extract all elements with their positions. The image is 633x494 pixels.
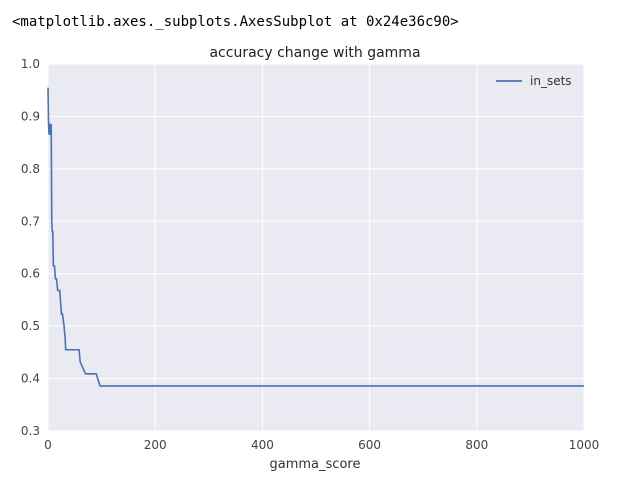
y-tick-label: 0.5 xyxy=(21,319,40,333)
x-tick-label: 0 xyxy=(44,438,52,452)
series-line-in-sets xyxy=(47,87,584,387)
y-tick-label: 0.3 xyxy=(21,424,40,438)
x-tick-label: 400 xyxy=(251,438,274,452)
x-tick-label: 200 xyxy=(144,438,167,452)
chart-title: accuracy change with gamma xyxy=(209,45,420,61)
cell-output-repr: <matplotlib.axes._subplots.AxesSubplot a… xyxy=(12,14,459,30)
y-tick-label: 0.8 xyxy=(21,162,40,176)
y-tick-labels: 0.3 0.4 0.5 0.6 0.7 0.8 0.9 1.0 xyxy=(21,57,40,438)
x-tick-label: 600 xyxy=(358,438,381,452)
y-tick-label: 0.6 xyxy=(21,267,40,281)
x-tick-label: 800 xyxy=(465,438,488,452)
x-axis-label: gamma_score xyxy=(270,457,361,472)
y-tick-label: 0.4 xyxy=(21,372,40,386)
y-tick-label: 0.7 xyxy=(21,214,40,228)
y-tick-label: 1.0 xyxy=(21,57,40,71)
x-tick-label: 1000 xyxy=(569,438,600,452)
legend: in_sets xyxy=(496,74,572,88)
grid-lines xyxy=(47,63,585,432)
y-tick-label: 0.9 xyxy=(21,109,40,123)
legend-label-in-sets: in_sets xyxy=(530,74,572,88)
plot-area xyxy=(48,64,584,431)
x-tick-labels: 0 200 400 600 800 1000 xyxy=(44,438,599,452)
